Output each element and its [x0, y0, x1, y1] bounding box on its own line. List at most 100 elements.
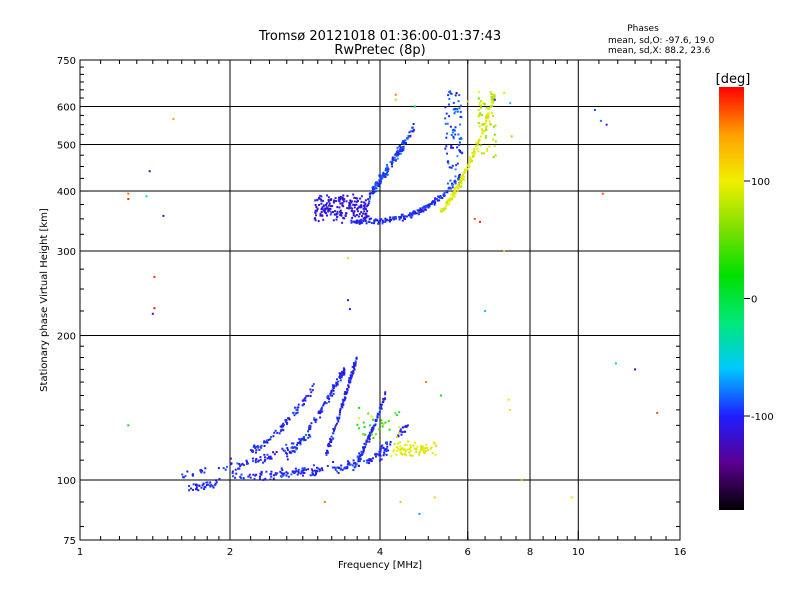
data-point	[405, 426, 408, 428]
data-point	[269, 455, 272, 458]
data-point	[353, 210, 356, 213]
data-point	[435, 445, 438, 448]
data-point	[411, 126, 414, 129]
data-point	[260, 444, 263, 447]
data-point	[374, 184, 377, 187]
data-point	[520, 479, 523, 481]
data-point	[373, 188, 376, 190]
data-point	[369, 196, 371, 199]
data-point	[224, 468, 227, 471]
data-point	[601, 192, 604, 195]
data-point	[477, 90, 480, 93]
data-point	[295, 448, 298, 451]
data-point	[266, 453, 269, 456]
data-point	[341, 198, 344, 201]
data-point	[405, 454, 408, 457]
data-point	[449, 199, 452, 201]
data-point	[153, 275, 156, 278]
data-point	[487, 108, 490, 111]
data-point	[381, 222, 384, 225]
data-point	[397, 447, 400, 450]
data-point	[249, 449, 252, 451]
data-point	[404, 430, 407, 433]
data-point	[308, 425, 311, 428]
data-point	[324, 207, 327, 210]
data-point	[425, 446, 428, 449]
data-point	[378, 179, 381, 182]
data-point	[314, 471, 317, 474]
y-tick-label: 300	[57, 247, 76, 258]
data-point	[344, 466, 347, 469]
data-point	[382, 454, 385, 457]
data-point	[377, 221, 380, 224]
colorbar-label: [deg]	[716, 72, 751, 87]
data-point	[283, 449, 286, 452]
data-point	[357, 207, 360, 210]
data-point	[459, 110, 462, 113]
data-point	[409, 449, 412, 452]
data-point	[461, 176, 464, 179]
data-point	[403, 425, 406, 428]
data-point	[478, 102, 481, 104]
data-point	[339, 411, 341, 414]
data-point	[325, 207, 328, 210]
data-point	[482, 102, 485, 105]
data-point	[278, 432, 281, 435]
data-point	[485, 128, 488, 131]
data-point	[235, 472, 238, 475]
data-point	[425, 443, 428, 446]
data-point	[454, 168, 457, 171]
data-point	[358, 452, 361, 455]
y-axis-label: Stationary phase Virtual Height [km]	[39, 208, 50, 392]
data-point	[343, 217, 346, 220]
data-point	[461, 151, 464, 154]
data-point	[365, 208, 367, 211]
data-point	[292, 471, 295, 474]
data-point	[447, 160, 450, 163]
data-point	[386, 173, 389, 176]
data-point	[394, 98, 397, 101]
data-point	[424, 449, 427, 452]
data-point	[448, 91, 451, 93]
data-point	[372, 426, 375, 429]
data-point	[381, 219, 384, 222]
data-point	[375, 181, 378, 184]
data-point	[297, 406, 300, 409]
data-point	[308, 434, 311, 437]
data-point	[457, 187, 460, 190]
data-point	[393, 448, 396, 451]
data-point	[299, 441, 302, 444]
data-point	[452, 191, 455, 194]
data-point	[343, 198, 346, 201]
colorbar-ticks: 100 0 -100	[744, 177, 774, 423]
data-point	[188, 489, 191, 492]
data-point	[339, 209, 342, 212]
data-point	[305, 395, 308, 398]
data-point	[399, 430, 401, 433]
data-point	[365, 212, 368, 215]
data-point	[349, 378, 352, 381]
data-point	[342, 367, 345, 370]
data-point	[599, 119, 602, 122]
data-point	[266, 439, 268, 442]
data-point	[402, 215, 405, 218]
data-point	[294, 446, 297, 449]
data-point	[301, 469, 304, 472]
data-point	[396, 149, 399, 152]
data-point	[355, 214, 358, 216]
data-point	[319, 412, 322, 415]
data-point	[485, 113, 488, 116]
data-point	[276, 431, 279, 434]
data-point	[490, 101, 493, 104]
data-point	[409, 212, 412, 215]
data-point	[377, 222, 380, 225]
data-point	[251, 457, 254, 460]
data-point	[339, 374, 341, 377]
data-point	[382, 171, 385, 174]
data-point	[329, 392, 332, 395]
data-point	[330, 211, 333, 214]
data-point	[354, 463, 357, 466]
data-point	[322, 209, 325, 212]
data-point	[348, 204, 351, 207]
data-point	[452, 193, 455, 196]
